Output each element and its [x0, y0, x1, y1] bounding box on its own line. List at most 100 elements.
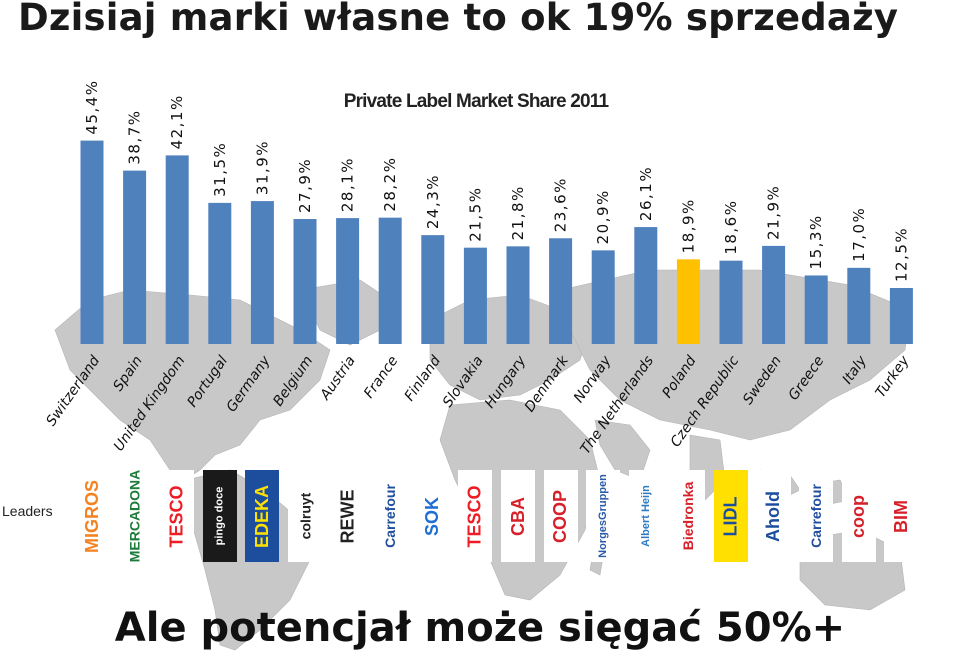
category-label-sweden: Sweden: [740, 353, 785, 407]
category-label-austria: Austria: [317, 353, 359, 404]
leaders-label: Leaders: [2, 503, 53, 519]
leader-logo-bim: BIM: [884, 470, 919, 562]
leader-logo-rewe: REWE: [330, 470, 365, 562]
leader-logo-biedronka: Biedronka: [671, 470, 706, 562]
leader-logo-text: TESCO: [464, 484, 485, 548]
leader-logo-text: BIM: [890, 499, 911, 533]
bar-hungary: [506, 246, 530, 344]
category-label-finland: Finland: [402, 353, 444, 404]
leader-logo-text: NorgesGruppen: [597, 474, 610, 558]
leader-logo-sok: SOK: [415, 470, 450, 562]
value-label-hungary: 21,8%: [509, 185, 527, 240]
leader-logo-text: Carrefour: [382, 484, 399, 548]
leader-logo-cba: CBA: [501, 470, 535, 562]
value-label-czech-republic: 18,6%: [722, 200, 740, 255]
private-label-bar-chart: Private Label Market Share 2011 45,4% 38,…: [43, 79, 913, 457]
leader-logo-text: CBA: [507, 496, 528, 536]
value-label-france: 28,2%: [381, 157, 399, 212]
bars-group: [80, 140, 913, 344]
bar-france: [378, 217, 402, 344]
leader-logo-carrefour: Carrefour: [799, 470, 834, 562]
value-label-united-kingdom: 42,1%: [168, 94, 186, 149]
leader-logo-text: colruyt: [297, 492, 313, 540]
category-label-denmark: Denmark: [522, 352, 573, 415]
value-label-spain: 38,7%: [126, 109, 144, 164]
bar-denmark: [549, 238, 573, 344]
bar-slovakia: [463, 247, 487, 344]
category-label-france: France: [361, 353, 401, 401]
bar-united-kingdom: [165, 155, 189, 344]
leader-logo-text: Biedronka: [680, 481, 697, 551]
bar-italy: [847, 267, 871, 344]
leader-logo-text: Ahold: [763, 490, 784, 542]
bar-germany: [250, 201, 274, 344]
leader-logo-ahold: Ahold: [756, 470, 791, 562]
category-label-poland: Poland: [659, 353, 699, 401]
value-label-austria: 28,1%: [339, 157, 357, 212]
leader-logo-mercadona: MERCADONA: [117, 470, 152, 562]
bar-portugal: [208, 202, 232, 344]
bar-spain: [123, 170, 147, 344]
value-label-switzerland: 45,4%: [83, 79, 101, 134]
leader-logo-text: pingo doce: [213, 486, 226, 546]
headline: Dzisiaj marki własne to ok 19% sprzedaży: [18, 0, 899, 39]
leader-logo-text: MERCADONA: [126, 470, 143, 562]
bar-switzerland: [80, 140, 104, 344]
category-label-italy: Italy: [840, 353, 871, 388]
bar-sweden: [762, 245, 786, 344]
value-label-norway: 20,9%: [594, 189, 612, 244]
value-label-the-netherlands: 26,1%: [637, 166, 655, 221]
value-label-germany: 31,9%: [253, 140, 271, 195]
category-label-germany: Germany: [224, 353, 275, 416]
leader-logo-coop: COOP: [543, 470, 578, 562]
leader-logo-edeka: EDEKA: [245, 470, 280, 562]
bar-austria: [336, 218, 360, 344]
category-label-hungary: Hungary: [482, 353, 530, 412]
leader-logo-carrefour: Carrefour: [373, 470, 408, 562]
value-label-slovakia: 21,5%: [466, 187, 484, 242]
category-label-turkey: Turkey: [873, 353, 913, 401]
value-label-belgium: 27,9%: [296, 158, 314, 213]
value-label-turkey: 12,5%: [892, 227, 910, 282]
leader-logo-text: Albert Heijn: [639, 485, 652, 547]
leader-logo-coop: coop: [841, 470, 876, 562]
value-label-italy: 17,0%: [850, 207, 868, 262]
leader-logo-colruyt: colruyt: [288, 470, 322, 562]
leader-logo-text: Carrefour: [808, 484, 825, 548]
bar-finland: [421, 235, 445, 344]
value-label-denmark: 23,6%: [552, 177, 570, 232]
category-label-switzerland: Switzerland: [43, 353, 103, 429]
value-label-finland: 24,3%: [424, 174, 442, 229]
value-label-greece: 15,3%: [807, 214, 825, 269]
category-label-portugal: Portugal: [184, 353, 231, 410]
leader-logo-albert-heijn: Albert Heijn: [628, 470, 663, 562]
category-label-slovakia: Slovakia: [440, 353, 487, 410]
leader-logo-text: COOP: [550, 489, 571, 543]
leader-logo-text: EDEKA: [251, 484, 272, 548]
footer-text: Ale potencjał może sięgać 50%+: [114, 605, 846, 651]
leader-logo-tesco: TESCO: [160, 470, 195, 562]
category-label-spain: Spain: [110, 353, 146, 394]
leader-logo-migros: MIGROS: [75, 470, 109, 562]
category-label-norway: Norway: [571, 353, 615, 406]
value-label-sweden: 21,9%: [765, 185, 783, 240]
chart-title: Private Label Market Share 2011: [344, 91, 610, 112]
leader-logo-text: REWE: [337, 489, 358, 543]
value-label-portugal: 31,5%: [211, 142, 229, 197]
value-labels-group: 45,4% 38,7% 42,1% 31,5% 31,9% 27,9% 28,1% 28,2%…: [83, 79, 910, 282]
leader-logo-text: LIDL: [720, 496, 741, 536]
bar-czech-republic: [719, 260, 743, 344]
leader-logo-lidl: LIDL: [714, 470, 748, 562]
bar-turkey: [889, 288, 913, 344]
bar-greece: [804, 275, 828, 344]
category-label-belgium: Belgium: [270, 353, 316, 409]
leader-logo-text: SOK: [422, 496, 443, 536]
leader-logo-tesco: TESCO: [458, 470, 493, 562]
bar-norway: [591, 250, 615, 344]
leader-logo-text: coop: [848, 494, 869, 538]
leader-logo-norgesgruppen: NorgesGruppen: [586, 470, 621, 562]
value-label-poland: 18,9%: [679, 198, 697, 253]
bar-the-netherlands: [634, 227, 658, 344]
category-label-greece: Greece: [786, 353, 828, 403]
